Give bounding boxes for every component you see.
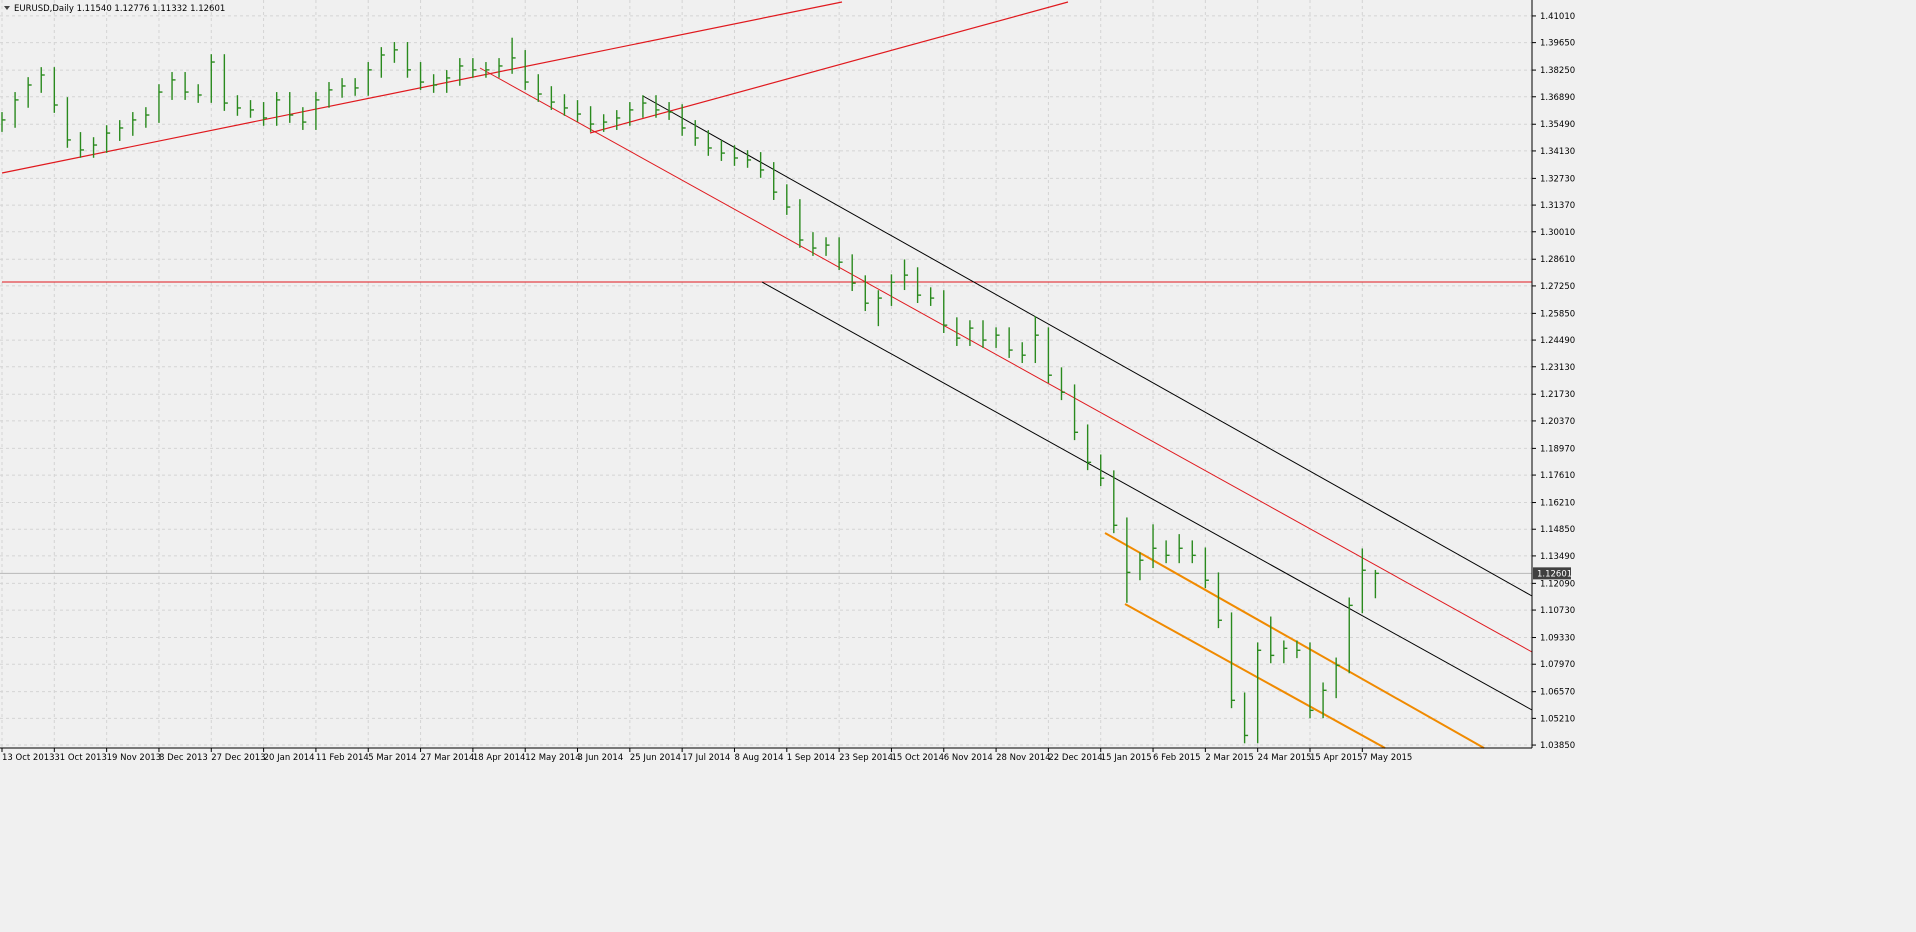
x-tick-label: 8 Dec 2013 <box>159 753 208 763</box>
x-tick-label: 2 Mar 2015 <box>1205 753 1253 763</box>
channel-line <box>1104 532 1485 749</box>
y-tick-label: 1.34130 <box>1540 147 1575 157</box>
x-tick-label: 6 Feb 2015 <box>1153 753 1201 763</box>
channel-line <box>761 281 1533 711</box>
x-tick-label: 15 Jan 2015 <box>1101 753 1152 763</box>
x-tick-label: 27 Mar 2014 <box>421 753 475 763</box>
y-tick-label: 1.05210 <box>1540 714 1575 724</box>
y-tick-label: 1.13490 <box>1540 552 1575 562</box>
y-tick-label: 1.09330 <box>1540 634 1575 644</box>
y-tick-label: 1.12090 <box>1540 579 1575 589</box>
x-tick-label: 12 May 2014 <box>525 753 580 763</box>
y-tick-label: 1.41010 <box>1540 12 1575 22</box>
x-tick-label: 5 Mar 2014 <box>368 753 416 763</box>
x-tick-label: 15 Oct 2014 <box>891 753 944 763</box>
x-tick-label: 23 Sep 2014 <box>839 753 893 763</box>
y-tick-label: 1.31370 <box>1540 201 1575 211</box>
axes: 1.41010 1.39650 1.38250 1.36890 1.35490 1.341… <box>0 0 1575 763</box>
grid <box>0 0 1532 748</box>
x-tick-label: 22 Dec 2014 <box>1048 753 1102 763</box>
x-tick-label: 28 Nov 2014 <box>996 753 1050 763</box>
y-tick-label: 1.03850 <box>1540 741 1575 751</box>
y-tick-label: 1.32730 <box>1540 174 1575 184</box>
x-tick-label: 15 Apr 2015 <box>1310 753 1363 763</box>
x-tick-label: 17 Jul 2014 <box>682 753 730 763</box>
y-tick-label: 1.21730 <box>1540 390 1575 400</box>
channel-line <box>642 95 1533 597</box>
y-tick-label: 1.14850 <box>1540 525 1575 535</box>
y-tick-label: 1.36890 <box>1540 93 1575 103</box>
y-tick-label: 1.16210 <box>1540 499 1575 509</box>
x-tick-label: 1 Sep 2014 <box>787 753 835 763</box>
x-tick-label: 6 Nov 2014 <box>944 753 993 763</box>
y-tick-label: 1.07970 <box>1540 660 1575 670</box>
x-tick-label: 11 Feb 2014 <box>316 753 369 763</box>
x-tick-label: 19 Nov 2013 <box>107 753 161 763</box>
x-tick-label: 3 Jun 2014 <box>578 753 624 763</box>
trend-line <box>1 1 843 174</box>
y-tick-label: 1.18970 <box>1540 444 1575 454</box>
trend-line <box>479 67 1533 653</box>
y-tick-label: 1.30010 <box>1540 228 1575 238</box>
y-tick-label: 1.39650 <box>1540 39 1575 49</box>
y-tick-label: 1.06570 <box>1540 688 1575 698</box>
y-tick-label: 1.10730 <box>1540 606 1575 616</box>
x-tick-label: 20 Jan 2014 <box>264 753 315 763</box>
x-tick-label: 13 Oct 2013 <box>2 753 55 763</box>
y-tick-label: 1.20370 <box>1540 417 1575 427</box>
x-tick-label: 27 Dec 2013 <box>211 753 265 763</box>
x-tick-label: 25 Jun 2014 <box>630 753 681 763</box>
y-tick-label: 1.25850 <box>1540 309 1575 319</box>
y-tick-label: 1.24490 <box>1540 336 1575 346</box>
y-tick-label: 1.35490 <box>1540 120 1575 130</box>
price-bars <box>1 37 1379 744</box>
y-tick-label: 1.23130 <box>1540 363 1575 373</box>
menu-arrow[interactable] <box>4 6 10 10</box>
last-price-label: 1.12601 <box>1537 569 1572 579</box>
chart-title: EURUSD,Daily 1.11540 1.12776 1.11332 1.1… <box>14 4 225 14</box>
x-tick-label: 24 Mar 2015 <box>1258 753 1312 763</box>
x-tick-label: 7 May 2015 <box>1362 753 1412 763</box>
channel-line <box>1124 603 1386 749</box>
y-tick-label: 1.17610 <box>1540 471 1575 481</box>
y-tick-label: 1.38250 <box>1540 66 1575 76</box>
y-tick-label: 1.27250 <box>1540 282 1575 292</box>
last-price-box <box>1533 567 1571 580</box>
x-tick-label: 18 Apr 2014 <box>473 753 526 763</box>
x-tick-label: 8 Aug 2014 <box>734 753 783 763</box>
y-tick-label: 1.28610 <box>1540 255 1575 265</box>
x-tick-label: 31 Oct 2013 <box>54 753 107 763</box>
